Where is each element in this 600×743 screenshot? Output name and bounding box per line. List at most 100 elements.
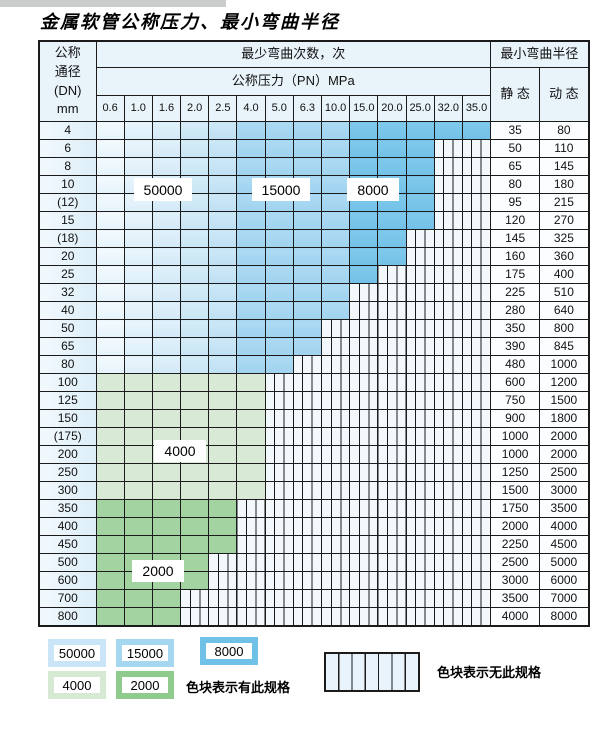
dynamic-cell: 640: [539, 301, 590, 320]
spec-cell: [264, 247, 294, 266]
spec-cell: [151, 247, 182, 266]
spec-cell: [349, 373, 379, 392]
dn-cell: 300: [38, 481, 97, 500]
page-title: 金属软管公称压力、最小弯曲半径: [40, 12, 340, 33]
spec-cell: [405, 139, 435, 158]
dn-cell: 450: [38, 535, 97, 554]
static-cell: 750: [490, 391, 541, 410]
table-row: 150 900 1800: [38, 409, 590, 428]
static-cell: 3000: [490, 571, 541, 590]
spec-cell: [95, 193, 125, 212]
spec-cell: [405, 409, 435, 428]
table-body: 4 35 80 6 50 110 8 65 145 10 80 180 (12) 95 215 15 120 27…: [38, 121, 590, 627]
spec-cell: [264, 391, 294, 410]
pressure-column-header: 25.0: [405, 95, 435, 122]
spec-cell: [405, 445, 435, 464]
dynamic-cell: 2000: [539, 445, 590, 464]
top-strip: [0, 0, 226, 7]
spec-cell: [377, 265, 407, 284]
region-label-50000: 50000: [134, 178, 192, 201]
dn-cell: 400: [38, 517, 97, 536]
static-cell: 480: [490, 355, 541, 374]
table-row: 25 175 400: [38, 265, 590, 284]
spec-cell: [95, 139, 125, 158]
spec-cell: [377, 211, 407, 230]
spec-cell: [461, 373, 492, 392]
spec-cell: [292, 265, 323, 284]
spec-cell: [95, 391, 125, 410]
spec-cell: [123, 265, 153, 284]
spec-cell: [461, 229, 492, 248]
spec-cell: [264, 121, 294, 140]
spec-cell: [95, 247, 125, 266]
dynamic-cell: 110: [539, 139, 590, 158]
spec-cell: [236, 247, 266, 266]
spec-cell: [264, 607, 294, 627]
spec-cell: [377, 571, 407, 590]
spec-cell: [405, 337, 435, 356]
spec-cell: [320, 481, 351, 500]
spec-cell: [461, 427, 492, 446]
spec-cell: [236, 301, 266, 320]
spec-cell: [433, 553, 463, 572]
spec-cell: [461, 283, 492, 302]
static-cell: 50: [490, 139, 541, 158]
table-row: 4 35 80: [38, 121, 590, 140]
dynamic-cell: 6000: [539, 571, 590, 590]
spec-cell: [151, 481, 182, 500]
table-row: (175) 1000 2000: [38, 427, 590, 446]
dynamic-cell: 510: [539, 283, 590, 302]
spec-cell: [292, 589, 323, 608]
spec-table: 公称 通径 (DN) mm 最少弯曲次数，次 最小弯曲半径 公称压力（PN）MP…: [38, 40, 590, 627]
spec-cell: [236, 373, 266, 392]
spec-cell: [123, 607, 153, 627]
spec-cell: [320, 139, 351, 158]
spec-cell: [123, 427, 153, 446]
dn-cell: 200: [38, 445, 97, 464]
spec-cell: [433, 301, 463, 320]
spec-cell: [95, 427, 125, 446]
static-cell: 225: [490, 283, 541, 302]
static-cell: 3500: [490, 589, 541, 608]
spec-cell: [180, 283, 210, 302]
spec-cell: [264, 157, 294, 176]
legend-no-spec-text: 色块表示无此规格: [437, 665, 542, 680]
spec-cell: [208, 247, 238, 266]
spec-cell: [264, 373, 294, 392]
spec-cell: [433, 139, 463, 158]
table-row: 100 600 1200: [38, 373, 590, 392]
spec-cell: [123, 337, 153, 356]
table-row: 400 2000 4000: [38, 517, 590, 536]
legend-swatch-4000: 4000: [48, 671, 106, 699]
spec-cell: [264, 301, 294, 320]
spec-cell: [433, 265, 463, 284]
spec-cell: [292, 571, 323, 590]
spec-cell: [95, 265, 125, 284]
spec-cell: [264, 211, 294, 230]
spec-cell: [377, 553, 407, 572]
spec-cell: [292, 337, 323, 356]
spec-cell: [236, 553, 266, 572]
spec-cell: [236, 139, 266, 158]
spec-cell: [433, 535, 463, 554]
spec-cell: [433, 517, 463, 536]
spec-cell: [405, 157, 435, 176]
spec-cell: [433, 355, 463, 374]
spec-cell: [461, 499, 492, 518]
dynamic-cell: 270: [539, 211, 590, 230]
spec-cell: [320, 355, 351, 374]
spec-cell: [123, 301, 153, 320]
spec-cell: [264, 319, 294, 338]
table-row: 65 390 845: [38, 337, 590, 356]
spec-cell: [405, 265, 435, 284]
spec-cell: [405, 427, 435, 446]
spec-cell: [208, 553, 238, 572]
spec-cell: [180, 211, 210, 230]
spec-cell: [433, 121, 463, 140]
spec-cell: [151, 409, 182, 428]
spec-cell: [208, 229, 238, 248]
dn-cell: 350: [38, 499, 97, 518]
table-row: 800 4000 8000: [38, 607, 590, 627]
spec-cell: [151, 499, 182, 518]
spec-cell: [208, 139, 238, 158]
